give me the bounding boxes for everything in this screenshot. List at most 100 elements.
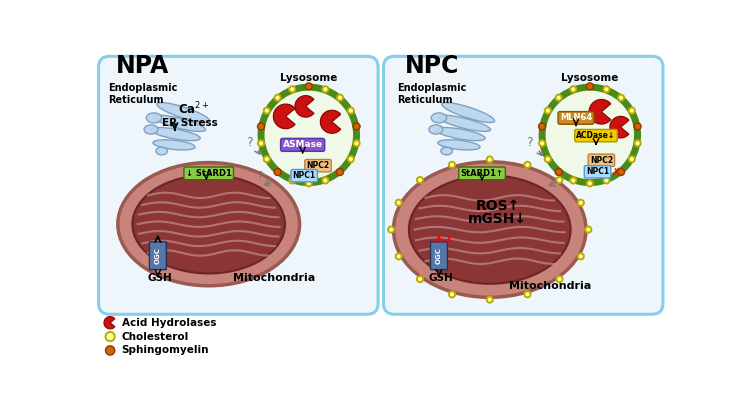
Text: ASMase: ASMase xyxy=(282,140,322,149)
Circle shape xyxy=(635,123,641,130)
Ellipse shape xyxy=(157,102,210,122)
Circle shape xyxy=(322,86,328,92)
FancyBboxPatch shape xyxy=(430,242,447,270)
Text: Mitochondria: Mitochondria xyxy=(233,273,316,283)
Text: NPC2: NPC2 xyxy=(590,156,613,165)
Circle shape xyxy=(305,180,312,186)
Wedge shape xyxy=(320,110,341,133)
Circle shape xyxy=(556,94,562,101)
Text: GSH: GSH xyxy=(147,273,172,283)
FancyBboxPatch shape xyxy=(99,56,378,314)
Text: GSH: GSH xyxy=(428,273,453,283)
Circle shape xyxy=(603,86,609,92)
Ellipse shape xyxy=(118,163,299,286)
Wedge shape xyxy=(589,99,611,124)
Circle shape xyxy=(264,107,270,114)
Circle shape xyxy=(539,123,545,130)
Wedge shape xyxy=(610,116,629,138)
Circle shape xyxy=(449,162,455,168)
Ellipse shape xyxy=(442,102,495,122)
Text: NPA: NPA xyxy=(117,54,169,78)
Ellipse shape xyxy=(144,125,158,134)
Ellipse shape xyxy=(394,162,586,297)
Ellipse shape xyxy=(153,140,195,150)
Circle shape xyxy=(557,177,562,183)
Circle shape xyxy=(449,291,455,297)
Circle shape xyxy=(289,177,295,184)
Text: ↓ StARD1: ↓ StARD1 xyxy=(186,169,232,178)
Circle shape xyxy=(417,276,423,282)
Circle shape xyxy=(557,276,562,282)
Text: ACDase↓: ACDase↓ xyxy=(577,131,616,140)
Ellipse shape xyxy=(542,87,637,183)
Circle shape xyxy=(578,200,584,206)
Circle shape xyxy=(629,107,635,114)
Circle shape xyxy=(274,168,281,176)
Circle shape xyxy=(264,156,270,162)
Circle shape xyxy=(586,83,594,90)
Ellipse shape xyxy=(431,113,447,123)
Circle shape xyxy=(578,253,584,260)
Ellipse shape xyxy=(132,175,285,273)
Circle shape xyxy=(635,140,640,146)
Circle shape xyxy=(395,200,402,206)
Text: mGSH↓: mGSH↓ xyxy=(468,212,527,227)
Text: MLN64: MLN64 xyxy=(560,113,592,122)
Text: Lysosome: Lysosome xyxy=(280,73,337,83)
Text: ?: ? xyxy=(526,136,533,149)
Ellipse shape xyxy=(436,127,485,141)
Circle shape xyxy=(617,168,624,176)
Circle shape xyxy=(289,86,295,92)
Circle shape xyxy=(487,296,493,303)
Ellipse shape xyxy=(438,115,490,131)
Circle shape xyxy=(417,177,423,183)
Wedge shape xyxy=(104,316,115,329)
Text: ✗: ✗ xyxy=(611,167,620,177)
Circle shape xyxy=(106,346,114,355)
Text: Endoplasmic
Reticulum: Endoplasmic Reticulum xyxy=(398,83,467,105)
Text: Ca$^{2+}$: Ca$^{2+}$ xyxy=(178,100,210,117)
Text: OGC: OGC xyxy=(436,247,442,264)
Circle shape xyxy=(618,94,624,101)
Circle shape xyxy=(587,180,593,186)
Ellipse shape xyxy=(438,140,480,150)
Text: ?: ? xyxy=(246,136,253,149)
Circle shape xyxy=(274,94,281,101)
Wedge shape xyxy=(295,96,314,117)
Circle shape xyxy=(525,162,531,168)
Circle shape xyxy=(305,83,312,90)
Wedge shape xyxy=(273,104,295,129)
Text: OGC: OGC xyxy=(155,247,161,264)
Text: StARD1↑: StARD1↑ xyxy=(461,169,504,178)
Circle shape xyxy=(348,156,354,162)
Ellipse shape xyxy=(409,176,571,284)
Text: ✗: ✗ xyxy=(445,234,453,245)
Circle shape xyxy=(388,227,395,233)
Ellipse shape xyxy=(151,127,201,141)
Text: NPC2: NPC2 xyxy=(306,161,330,170)
Circle shape xyxy=(585,227,591,233)
Circle shape xyxy=(353,123,360,130)
Circle shape xyxy=(487,156,493,163)
Ellipse shape xyxy=(153,115,206,131)
Circle shape xyxy=(545,107,551,114)
FancyBboxPatch shape xyxy=(383,56,663,314)
Circle shape xyxy=(258,123,265,130)
Circle shape xyxy=(555,168,562,176)
Circle shape xyxy=(337,94,343,101)
Circle shape xyxy=(348,107,354,114)
Circle shape xyxy=(570,177,577,184)
Circle shape xyxy=(525,291,531,297)
Text: Sphingomyelin: Sphingomyelin xyxy=(122,345,210,355)
Text: ER Stress: ER Stress xyxy=(162,117,218,127)
Text: NPC: NPC xyxy=(405,54,459,78)
Ellipse shape xyxy=(146,113,162,123)
Circle shape xyxy=(570,86,577,92)
Text: Mitochondria: Mitochondria xyxy=(509,281,591,291)
Circle shape xyxy=(337,168,343,176)
Circle shape xyxy=(539,140,545,146)
Text: Acid Hydrolases: Acid Hydrolases xyxy=(122,318,216,328)
Circle shape xyxy=(258,140,264,146)
Circle shape xyxy=(354,140,360,146)
Ellipse shape xyxy=(156,147,167,155)
